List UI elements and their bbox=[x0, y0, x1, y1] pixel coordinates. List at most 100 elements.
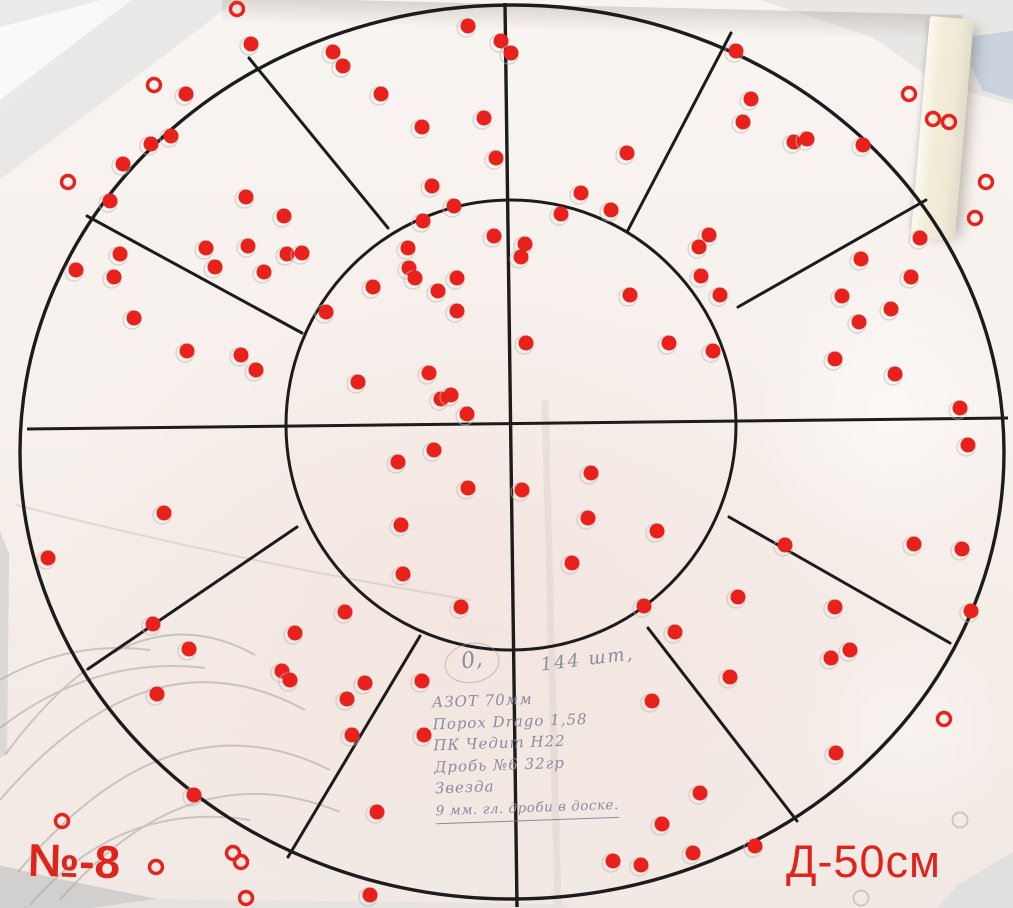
marked-hole-ring bbox=[966, 209, 984, 227]
crosshair-vertical bbox=[503, 2, 519, 908]
pellet-hit-dot bbox=[503, 45, 519, 61]
pellet-hit-dot bbox=[395, 566, 411, 582]
sector-divider-line bbox=[727, 515, 952, 645]
pellet-hit-dot bbox=[912, 230, 928, 246]
pellet-hit-dot bbox=[730, 589, 746, 605]
pellet-hit-dot bbox=[198, 240, 214, 256]
pellet-hit-dot bbox=[393, 517, 409, 533]
paper-creases bbox=[15, 399, 562, 906]
pellet-hit-dot bbox=[619, 145, 635, 161]
pellet-hit-dot bbox=[518, 335, 534, 351]
sector-divider-line bbox=[625, 31, 733, 234]
marked-hole-ring bbox=[935, 710, 953, 728]
pellet-hit-dot bbox=[903, 269, 919, 285]
pellet-hit-dot bbox=[430, 283, 446, 299]
pellet-hit-dot bbox=[842, 642, 858, 658]
pellet-hit-dot bbox=[400, 240, 416, 256]
pellet-hit-dot bbox=[460, 18, 476, 34]
pellet-hit-dot bbox=[415, 213, 431, 229]
marked-hole-ring bbox=[145, 76, 163, 94]
pellet-hit-dot bbox=[661, 335, 677, 351]
pellet-hit-dot bbox=[853, 251, 869, 267]
shot-marks bbox=[36, 0, 995, 907]
pellet-hit-dot bbox=[649, 523, 665, 539]
pellet-hit-dot bbox=[952, 400, 968, 416]
pellet-hit-dot bbox=[357, 675, 373, 691]
pellet-hit-dot bbox=[276, 208, 292, 224]
pellet-hit-dot bbox=[106, 269, 122, 285]
marked-hole-ring bbox=[232, 853, 250, 871]
pellet-hit-dot bbox=[149, 686, 165, 702]
pellet-hit-dot bbox=[407, 270, 423, 286]
pellet-hit-dot bbox=[728, 43, 744, 59]
pellet-hit-dot bbox=[493, 33, 509, 49]
pellet-hit-dot bbox=[855, 137, 871, 153]
pellet-hit-dot bbox=[233, 347, 249, 363]
pellet-count-note: 144 шт, bbox=[539, 643, 636, 676]
pellet-hit-dot bbox=[163, 128, 179, 144]
pellet-hit-dot bbox=[705, 343, 721, 359]
pellet-hit-dot bbox=[834, 288, 850, 304]
pellet-hit-dot bbox=[883, 301, 899, 317]
pellet-hit-dot bbox=[476, 110, 492, 126]
pellet-hit-dot bbox=[963, 603, 979, 619]
pellet-hit-dot bbox=[743, 91, 759, 107]
pellet-hit-dot bbox=[453, 599, 469, 615]
pellet-hit-dot bbox=[248, 362, 264, 378]
pellet-hit-dot bbox=[318, 304, 334, 320]
pellet-hit-dot bbox=[339, 691, 355, 707]
marked-hole-ring bbox=[228, 0, 246, 18]
notes-header: 0, 144 шт, bbox=[430, 638, 681, 693]
pellet-hit-dot bbox=[851, 314, 867, 330]
pellet-hit-dot bbox=[449, 270, 465, 286]
pellet-hit-dot bbox=[424, 178, 440, 194]
pellet-hit-dot bbox=[145, 616, 161, 632]
pellet-hit-dot bbox=[514, 482, 530, 498]
notes-lines: АЗОТ 70мм Порох Drago 1,58 ПК Чедит Н22 Дро… bbox=[432, 684, 686, 800]
pellet-hit-dot bbox=[390, 454, 406, 470]
pellet-hit-dot bbox=[102, 193, 118, 209]
pellet-hit-dot bbox=[564, 555, 580, 571]
pellet-hit-dot bbox=[344, 727, 360, 743]
ghost-hole-ring bbox=[852, 889, 870, 907]
pellet-hit-dot bbox=[460, 480, 476, 496]
pellet-hit-dot bbox=[735, 114, 751, 130]
handwritten-notes: 0, 144 шт, АЗОТ 70мм Порох Drago 1,58 ПК Ч… bbox=[430, 638, 686, 825]
pellet-hit-dot bbox=[954, 541, 970, 557]
pellet-hit-dot bbox=[362, 887, 378, 903]
marked-hole-ring bbox=[977, 173, 995, 191]
pellet-hit-dot bbox=[414, 119, 430, 135]
marked-hole-ring bbox=[147, 858, 165, 876]
pellet-hit-dot bbox=[414, 673, 430, 689]
pellet-hit-dot bbox=[369, 804, 385, 820]
pellet-hit-dot bbox=[906, 536, 922, 552]
pellet-hit-dot bbox=[156, 505, 172, 521]
outer-circle bbox=[18, 3, 1006, 901]
pellet-hit-dot bbox=[325, 44, 341, 60]
pellet-hit-dot bbox=[712, 287, 728, 303]
pellet-hit-dot bbox=[115, 156, 131, 172]
pellet-hit-dot bbox=[667, 624, 683, 640]
pellet-hit-dot bbox=[178, 86, 194, 102]
pellet-hit-dot bbox=[605, 853, 621, 869]
target-number-label: №-8 bbox=[27, 833, 121, 889]
pellet-hit-dot bbox=[421, 365, 437, 381]
pellet-hit-dot bbox=[449, 303, 465, 319]
pellet-hit-dot bbox=[701, 227, 717, 243]
pellet-hit-dot bbox=[799, 131, 815, 147]
pellet-hit-dot bbox=[573, 185, 589, 201]
pellet-hit-dot bbox=[207, 259, 223, 275]
pellet-hit-dot bbox=[747, 838, 763, 854]
target-diameter-label: Д-50см bbox=[786, 836, 941, 887]
pellet-hit-dot bbox=[186, 787, 202, 803]
pellet-hit-dot bbox=[823, 650, 839, 666]
pellet-hit-dot bbox=[143, 136, 159, 152]
sector-divider-line bbox=[736, 198, 928, 309]
target-ink-lines bbox=[18, 2, 1009, 908]
pellet-hit-dot bbox=[40, 550, 56, 566]
pellet-hit-dot bbox=[603, 202, 619, 218]
pellet-hit-dot bbox=[112, 246, 128, 262]
ghost-hole-ring bbox=[951, 811, 969, 829]
pellet-hit-dot bbox=[513, 249, 529, 265]
